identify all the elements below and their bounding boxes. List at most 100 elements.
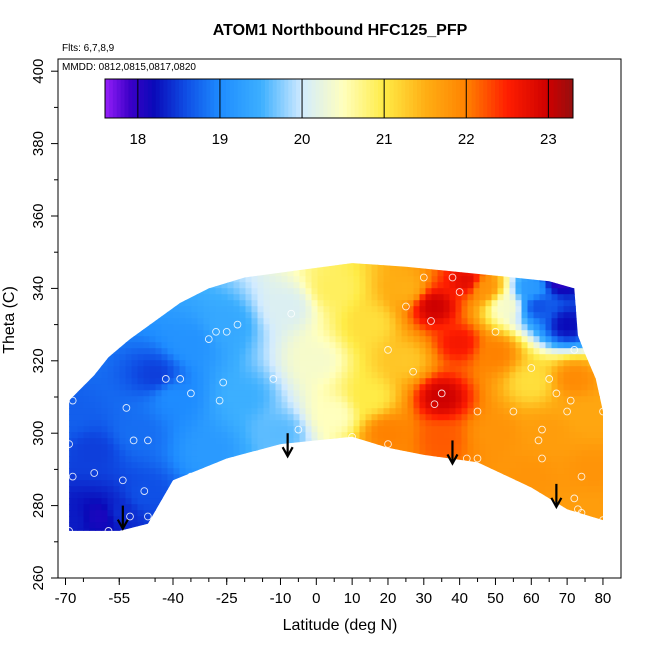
heatmap-cell bbox=[311, 480, 319, 487]
heatmap-cell bbox=[83, 390, 91, 397]
heatmap-cell bbox=[371, 270, 379, 277]
heatmap-cell bbox=[491, 462, 499, 469]
heatmap-cell bbox=[395, 384, 403, 391]
heatmap-cell bbox=[521, 294, 529, 301]
heatmap-cell bbox=[443, 450, 451, 457]
heatmap-cell bbox=[503, 474, 511, 481]
heatmap-cell bbox=[251, 498, 259, 505]
heatmap-cell bbox=[77, 324, 85, 331]
heatmap-cell bbox=[155, 348, 163, 355]
heatmap-cell bbox=[161, 426, 169, 433]
heatmap-cell bbox=[413, 306, 421, 313]
heatmap-cell bbox=[137, 270, 145, 277]
heatmap-cell bbox=[150, 540, 157, 547]
heatmap-cell bbox=[257, 486, 265, 493]
heatmap-cell bbox=[197, 444, 205, 451]
heatmap-cell bbox=[443, 420, 451, 427]
heatmap-cell bbox=[341, 408, 349, 415]
heatmap-cell bbox=[437, 468, 445, 475]
heatmap-cell bbox=[281, 264, 289, 271]
colorbar-segment bbox=[428, 79, 434, 118]
heatmap-cell bbox=[431, 276, 439, 283]
heatmap-cell bbox=[125, 372, 133, 379]
heatmap-cell bbox=[347, 402, 355, 409]
heatmap-cell bbox=[119, 348, 127, 355]
heatmap-cell bbox=[155, 282, 163, 289]
heatmap-cell bbox=[563, 492, 571, 499]
heatmap-cell bbox=[365, 312, 373, 319]
heatmap-cell bbox=[557, 324, 565, 331]
heatmap-cell bbox=[563, 522, 571, 529]
heatmap-cell bbox=[335, 450, 343, 457]
heatmap-cell bbox=[179, 510, 187, 517]
heatmap-cell bbox=[125, 480, 133, 487]
heatmap-cell bbox=[197, 432, 205, 439]
heatmap-cell bbox=[203, 342, 211, 349]
heatmap-cell bbox=[95, 288, 103, 295]
heatmap-cell bbox=[161, 522, 169, 529]
heatmap-cell bbox=[137, 348, 145, 355]
heatmap-cell bbox=[119, 486, 127, 493]
heatmap-cell bbox=[269, 378, 277, 385]
heatmap-cell bbox=[539, 348, 547, 355]
heatmap-cell bbox=[449, 270, 457, 277]
heatmap-cell bbox=[479, 444, 487, 451]
heatmap-cell bbox=[197, 462, 205, 469]
heatmap-cell bbox=[533, 336, 541, 343]
heatmap-cell bbox=[389, 444, 397, 451]
heatmap-cell bbox=[353, 312, 361, 319]
heatmap-cell bbox=[486, 540, 493, 547]
heatmap-cell bbox=[503, 486, 511, 493]
heatmap-cell bbox=[215, 414, 223, 421]
heatmap-cell bbox=[563, 312, 571, 319]
heatmap-cell bbox=[317, 366, 325, 373]
heatmap-cell bbox=[449, 522, 457, 529]
heatmap-cell bbox=[263, 510, 271, 517]
heatmap-cell bbox=[311, 474, 319, 481]
heatmap-cell bbox=[425, 510, 433, 517]
heatmap-cell bbox=[594, 534, 601, 541]
heatmap-cell bbox=[419, 420, 427, 427]
heatmap-cell bbox=[215, 366, 223, 373]
heatmap-cell bbox=[258, 534, 265, 541]
heatmap-cell bbox=[479, 264, 487, 271]
colorbar-segment bbox=[241, 79, 246, 118]
heatmap-cell bbox=[395, 510, 403, 517]
heatmap-cell bbox=[305, 264, 313, 271]
heatmap-cell bbox=[89, 450, 97, 457]
heatmap-cell bbox=[353, 486, 361, 493]
heatmap-cell bbox=[263, 270, 271, 277]
heatmap-cell bbox=[413, 300, 421, 307]
heatmap-cell bbox=[287, 270, 295, 277]
x-tick-label: -70 bbox=[55, 590, 77, 607]
heatmap-cell bbox=[479, 263, 487, 265]
heatmap-cell bbox=[606, 486, 613, 493]
heatmap-cell bbox=[563, 462, 571, 469]
heatmap-cell bbox=[335, 444, 343, 451]
heatmap-cell bbox=[509, 270, 517, 277]
sample-point bbox=[437, 389, 446, 398]
heatmap-cell bbox=[95, 456, 103, 463]
heatmap-cell bbox=[503, 438, 511, 445]
heatmap-cell bbox=[509, 516, 517, 523]
heatmap-cell bbox=[275, 390, 283, 397]
heatmap-cell bbox=[491, 263, 499, 265]
heatmap-cell bbox=[149, 516, 157, 523]
heatmap-cell bbox=[257, 312, 265, 319]
heatmap-cell bbox=[419, 342, 427, 349]
heatmap-cell bbox=[491, 276, 499, 283]
heatmap-cell bbox=[215, 516, 223, 523]
heatmap-cell bbox=[83, 474, 91, 481]
heatmap-cell bbox=[299, 354, 307, 361]
heatmap-cell bbox=[179, 468, 187, 475]
heatmap-cell bbox=[551, 384, 559, 391]
heatmap-cell bbox=[341, 270, 349, 277]
heatmap-cell bbox=[498, 540, 505, 547]
heatmap-cell bbox=[431, 384, 439, 391]
heatmap-cell bbox=[113, 264, 121, 271]
heatmap-cell bbox=[77, 486, 85, 493]
heatmap-cell bbox=[407, 528, 415, 531]
heatmap-cell bbox=[599, 438, 604, 445]
heatmap-cell bbox=[527, 294, 535, 301]
heatmap-cell bbox=[167, 516, 175, 523]
